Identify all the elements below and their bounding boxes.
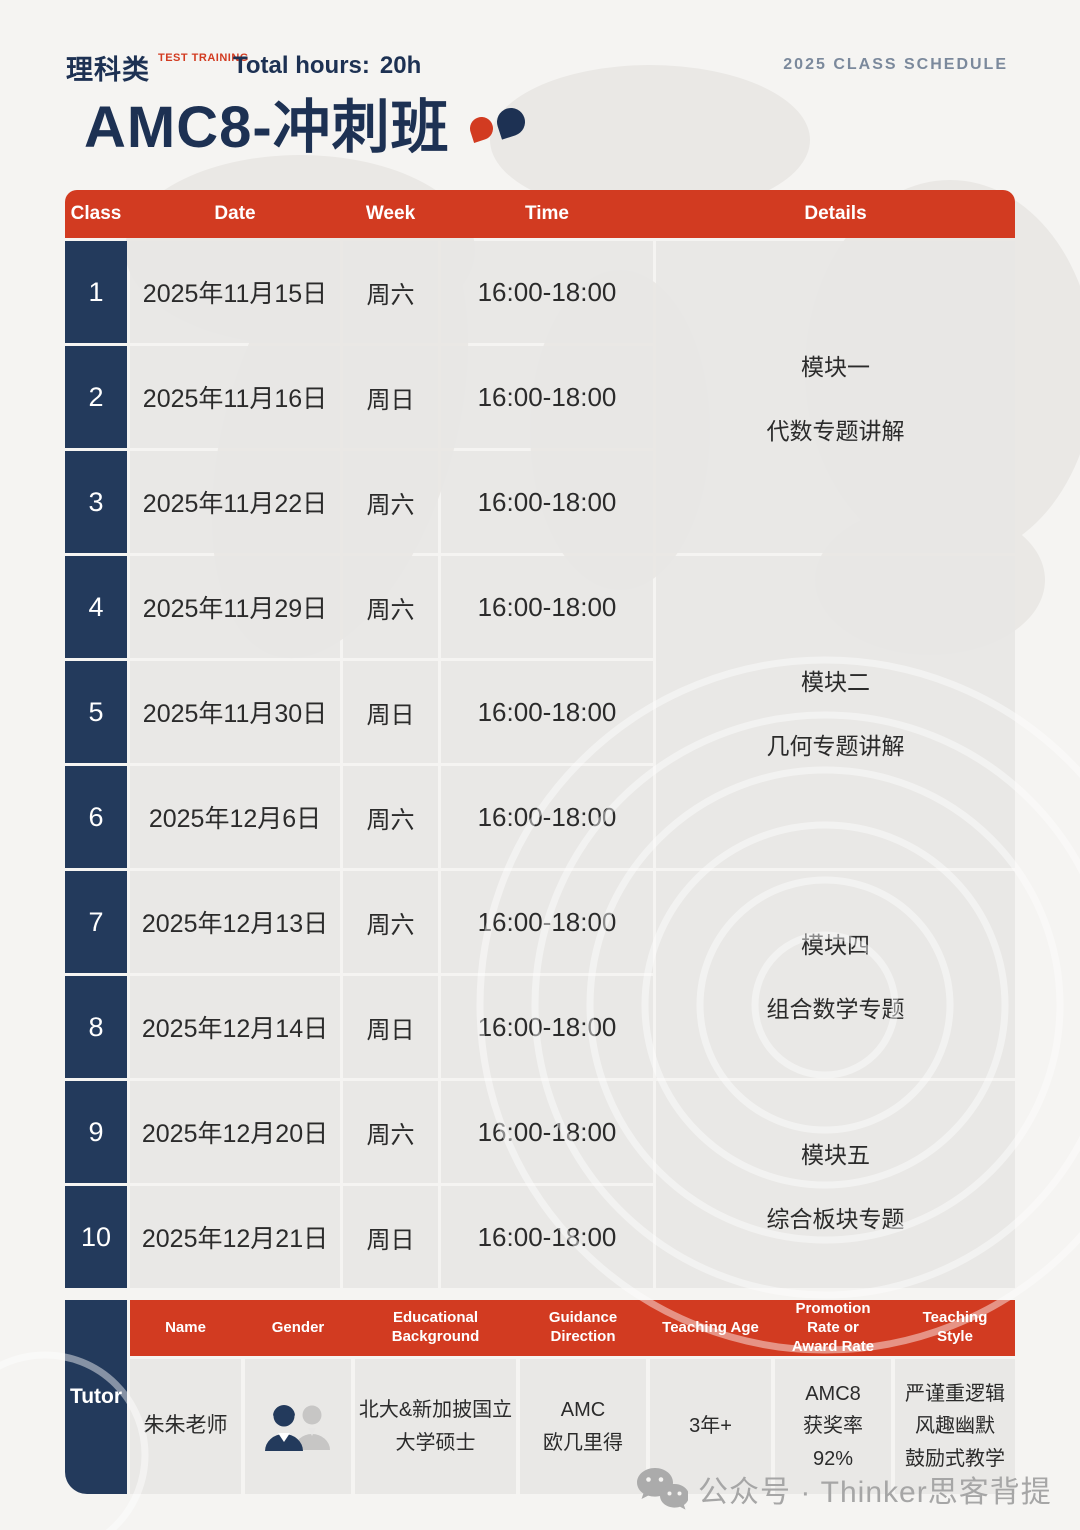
time-cell: 16:00-18:00 (441, 1081, 653, 1183)
female-male-icon (265, 1404, 330, 1451)
class-number-cell: 3 (65, 451, 127, 553)
tutor-header-guidance: Guidance Direction (548, 1309, 618, 1346)
total-hours: Total hours: 20h (233, 52, 421, 80)
quote-dot-navy (493, 104, 529, 140)
tutor-table: Tutor Name Gender Educational Background… (65, 1300, 1015, 1494)
date-cell: 2025年11月22日 (130, 451, 340, 553)
date-cell: 2025年11月15日 (130, 241, 340, 343)
tutor-header-gender: Gender (271, 1318, 325, 1336)
quote-icon (466, 104, 529, 143)
date-cell: 2025年11月30日 (130, 661, 340, 763)
brand-logo: 理科类 TEST TRAINING (66, 48, 249, 87)
tutor-guidance-cell: AMC 欧几里得 (520, 1359, 646, 1494)
module-details-cell: 模块四 组合数学专题 (656, 871, 1015, 1078)
week-cell: 周六 (343, 241, 438, 343)
tutor-header-education: Educational Background (391, 1309, 480, 1346)
module-topic: 代数专题讲解 (766, 418, 905, 444)
schedule-header-row: Class Date Week Time Details (65, 190, 1015, 238)
time-cell: 16:00-18:00 (441, 1186, 653, 1288)
class-number-cell: 4 (65, 556, 127, 658)
column-header-date: Date (214, 203, 256, 224)
column-header-class: Class (70, 203, 122, 224)
date-cell: 2025年11月16日 (130, 346, 340, 448)
date-cell: 2025年11月29日 (130, 556, 340, 658)
tutor-teaching-age-cell: 3年+ (650, 1359, 771, 1494)
tutor-header-row: Name Gender Educational Background Guida… (130, 1300, 1015, 1356)
module-details-cell: 模块五 综合板块专题 (656, 1081, 1015, 1288)
module-topic: 组合数学专题 (766, 995, 905, 1022)
watermark-text: 公众号 · Thinker思客背提 (698, 1476, 1052, 1509)
schedule-body: 1 2025年11月15日 周六 16:00-18:00 2 2025年11月16日 周日 1… (65, 241, 1015, 1288)
module-topic: 综合板块专题 (766, 1205, 905, 1232)
module-title: 模块五 (801, 1141, 870, 1168)
quote-dot-red (466, 114, 496, 143)
column-header-details: Details (804, 203, 867, 224)
page-title: AMC8-冲刺班 (84, 95, 450, 160)
module-details-cell: 模块一 代数专题讲解 (656, 241, 1015, 553)
date-cell: 2025年12月21日 (130, 1186, 340, 1288)
time-cell: 16:00-18:00 (441, 976, 653, 1078)
tutor-data-row: 朱朱老师 北大&新加披国立 大学硕士 AM (130, 1359, 1015, 1494)
total-hours-label: Total hours: (233, 52, 370, 79)
class-number-cell: 2 (65, 346, 127, 448)
tutor-row-label: Tutor (65, 1300, 127, 1494)
week-cell: 周日 (343, 661, 438, 763)
watermark: 公众号 · Thinker思客背提 (636, 1466, 1052, 1512)
female-icon (265, 1404, 303, 1451)
time-cell: 16:00-18:00 (441, 451, 653, 553)
week-cell: 周六 (343, 1081, 438, 1183)
module-topic: 几何专题讲解 (766, 733, 905, 759)
wechat-icon (637, 1468, 688, 1510)
tutor-name-cell: 朱朱老师 (130, 1359, 241, 1494)
tutor-header-name: Name (165, 1318, 206, 1336)
time-cell: 16:00-18:00 (441, 766, 653, 868)
tutor-award-rate-cell: AMC8 获奖率 92% (775, 1359, 891, 1494)
time-cell: 16:00-18:00 (441, 346, 653, 448)
class-number-cell: 5 (65, 661, 127, 763)
time-cell: 16:00-18:00 (441, 241, 653, 343)
module-title: 模块四 (801, 931, 870, 958)
total-hours-value: 20h (379, 52, 422, 79)
time-cell: 16:00-18:00 (441, 871, 653, 973)
tutor-style-cell: 严谨重逻辑 风趣幽默 鼓励式教学 (895, 1359, 1015, 1494)
week-cell: 周日 (343, 346, 438, 448)
week-cell: 周日 (343, 1186, 438, 1288)
schedule-table: Class Date Week Time Details 1 2025年11月15… (65, 190, 1015, 1288)
column-header-time: Time (524, 203, 569, 224)
class-number-cell: 1 (65, 241, 127, 343)
date-cell: 2025年12月13日 (130, 871, 340, 973)
week-cell: 周六 (343, 766, 438, 868)
week-cell: 周六 (343, 556, 438, 658)
title-row: AMC8-冲刺班 (84, 95, 529, 160)
schedule-year-label: 2025 CLASS SCHEDULE (783, 56, 1008, 73)
date-cell: 2025年12月20日 (130, 1081, 340, 1183)
male-icon (294, 1405, 330, 1450)
module-title: 模块一 (801, 354, 870, 380)
week-cell: 周六 (343, 871, 438, 973)
module-title: 模块二 (801, 669, 870, 695)
module-details-cell: 模块二 几何专题讲解 (656, 556, 1015, 868)
class-number-cell: 8 (65, 976, 127, 1078)
tutor-header-award-rate: Promotion Rate or Award Rate (791, 1300, 875, 1355)
tutor-header-teaching-age: Teaching Age (662, 1318, 759, 1336)
week-cell: 周六 (343, 451, 438, 553)
tutor-gender-cell (245, 1359, 351, 1494)
tutor-education-cell: 北大&新加披国立 大学硕士 (355, 1359, 516, 1494)
class-number-cell: 6 (65, 766, 127, 868)
brand-logo-en: TEST TRAINING (158, 52, 249, 64)
date-cell: 2025年12月14日 (130, 976, 340, 1078)
class-number-cell: 9 (65, 1081, 127, 1183)
class-number-cell: 10 (65, 1186, 127, 1288)
week-cell: 周日 (343, 976, 438, 1078)
time-cell: 16:00-18:00 (441, 556, 653, 658)
time-cell: 16:00-18:00 (441, 661, 653, 763)
class-number-cell: 7 (65, 871, 127, 973)
brand-logo-cn: 理科类 (66, 55, 150, 85)
date-cell: 2025年12月6日 (130, 766, 340, 868)
column-header-week: Week (365, 203, 416, 224)
tutor-header-style: Teaching Style (922, 1309, 988, 1346)
